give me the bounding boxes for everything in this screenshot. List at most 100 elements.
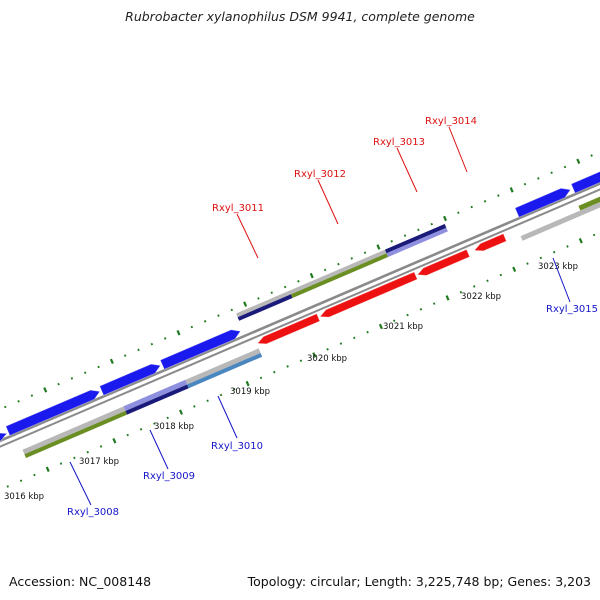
- tick-mark: [350, 257, 353, 260]
- feature-band: [386, 227, 448, 257]
- feature-band: [125, 384, 189, 415]
- feature-band: [24, 410, 128, 458]
- tick-label: 3018 kbp: [154, 422, 194, 432]
- tick-mark: [432, 302, 436, 305]
- reverse-gene-arrow: [319, 271, 418, 318]
- forward-gene-arrow: [514, 187, 572, 218]
- tick-mark: [83, 371, 87, 375]
- tick-mark: [393, 319, 396, 323]
- forward-gene-arrow: [0, 432, 8, 442]
- gene-leader-line: [317, 179, 339, 225]
- tick-mark: [403, 234, 407, 237]
- backbone-track: [0, 182, 600, 448]
- gene-leader-line: [448, 126, 468, 173]
- tick-mark: [512, 266, 517, 273]
- tick-mark: [57, 382, 60, 386]
- tick-mark: [297, 280, 300, 283]
- tick-mark: [230, 308, 234, 312]
- tick-mark: [206, 399, 209, 403]
- tick-mark: [363, 251, 367, 255]
- tick-mark: [353, 336, 356, 340]
- tick-mark: [323, 268, 327, 272]
- tick-mark: [112, 438, 117, 444]
- tick-mark: [193, 405, 196, 408]
- tick-mark: [219, 393, 223, 397]
- feature-band: [291, 253, 389, 298]
- tick-mark: [99, 445, 103, 448]
- topology-text: Topology: circular; Length: 3,225,748 bp…: [247, 574, 591, 589]
- tick-mark: [566, 245, 569, 248]
- tick-mark: [233, 388, 236, 391]
- gene-label: Rxyl_3011: [212, 203, 264, 214]
- gene-leader-line: [236, 213, 259, 259]
- tick-label: 3019 kbp: [230, 387, 270, 397]
- tick-mark: [457, 211, 460, 215]
- gene-label: Rxyl_3013: [373, 137, 425, 148]
- tick-mark: [179, 409, 184, 415]
- tick-mark: [299, 359, 303, 363]
- tick-mark: [339, 342, 343, 345]
- tick-mark: [109, 358, 114, 365]
- tick-mark: [539, 256, 543, 260]
- tick-mark: [486, 279, 489, 283]
- feature-bands: [22, 196, 600, 458]
- tick-mark: [4, 405, 7, 409]
- gene-label: Rxyl_3009: [143, 471, 195, 482]
- tick-mark: [43, 387, 48, 393]
- tick-mark: [499, 273, 503, 277]
- tick-mark: [163, 337, 167, 340]
- tick-mark: [576, 158, 581, 165]
- feature-band: [578, 196, 600, 211]
- gene-leader-line: [552, 257, 571, 303]
- tick-mark: [472, 285, 476, 288]
- tick-mark: [123, 354, 127, 357]
- tick-mark: [526, 262, 529, 265]
- tick-mark: [286, 365, 289, 368]
- tick-mark: [150, 342, 154, 346]
- gene-leader-line: [69, 461, 92, 506]
- tick-mark: [406, 313, 409, 317]
- gene-leader-line: [149, 429, 169, 470]
- tick-mark: [70, 377, 74, 380]
- tick-label: 3020 kbp: [307, 354, 347, 364]
- tick-mark: [537, 177, 540, 180]
- backbone-line: [0, 188, 600, 448]
- backbone-line: [0, 182, 600, 443]
- tick-mark: [203, 320, 207, 323]
- tick-mark: [312, 352, 317, 358]
- tick-mark: [190, 325, 194, 329]
- tick-label: 3021 kbp: [383, 322, 423, 332]
- tick-mark: [97, 365, 100, 369]
- tick-mark: [390, 240, 393, 243]
- tick-mark: [378, 323, 383, 330]
- tick-mark: [245, 380, 250, 387]
- gene-label: Rxyl_3008: [67, 507, 119, 518]
- tick-mark: [417, 228, 420, 232]
- tick-mark: [17, 400, 20, 403]
- tick-mark: [30, 394, 34, 397]
- feature-band: [123, 379, 188, 411]
- tick-mark: [19, 479, 23, 483]
- tick-mark: [337, 262, 340, 266]
- tick-mark: [309, 272, 314, 279]
- tick-mark: [430, 222, 433, 226]
- tick-labels: 3016 kbp 3017 kbp 3018 kbp 3019 kbp 3020 kbp…: [4, 262, 578, 502]
- feature-band: [385, 224, 447, 254]
- tick-mark: [376, 244, 381, 250]
- tick-mark: [590, 154, 593, 157]
- tick-mark: [86, 450, 89, 454]
- tick-mark: [366, 330, 369, 334]
- tick-mark: [6, 485, 9, 488]
- tick-label: 3017 kbp: [79, 457, 119, 467]
- feature-band: [520, 202, 600, 241]
- tick-mark: [270, 291, 274, 295]
- tick-mark: [126, 433, 129, 437]
- tick-mark: [483, 200, 487, 203]
- gene-arrows: [0, 171, 600, 442]
- tick-mark: [166, 416, 169, 420]
- tick-mark: [443, 215, 448, 222]
- tick-mark: [509, 187, 514, 193]
- tick-mark: [176, 330, 181, 336]
- accession-text: Accession: NC_008148: [9, 574, 152, 589]
